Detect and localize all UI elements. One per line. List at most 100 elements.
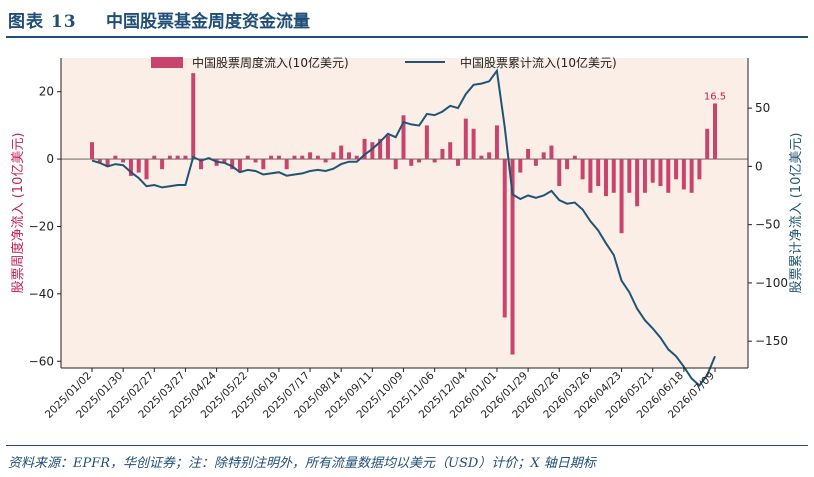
bar-weekly-52 (494, 125, 499, 160)
bar-weekly-11 (175, 155, 180, 160)
bar-weekly-1 (97, 159, 102, 163)
bar-weekly-22 (261, 159, 266, 170)
legend-bar-swatch (151, 57, 183, 68)
bar-weekly-50 (479, 155, 484, 160)
bar-weekly-4 (121, 159, 126, 163)
figure-number: 图表 13 (8, 12, 77, 32)
bar-weekly-73 (658, 159, 663, 187)
bar-weekly-66 (603, 159, 608, 197)
bar-weekly-27 (300, 155, 305, 160)
bar-weekly-47 (456, 159, 461, 166)
bar-weekly-79 (705, 128, 710, 160)
bar-weekly-76 (681, 159, 686, 190)
bar-weekly-51 (487, 152, 492, 160)
bar-weekly-80 (713, 103, 717, 160)
y-right-tick-3: −100 (755, 276, 788, 290)
source-note: 资料来源：EPFR，华创证券；注：除特别注明外，所有流量数据均以美元（USD）计… (8, 456, 596, 471)
bar-weekly-3 (113, 155, 118, 160)
bar-weekly-23 (269, 155, 274, 160)
bar-weekly-57 (533, 159, 538, 166)
bar-weekly-75 (674, 159, 679, 180)
bar-weekly-8 (152, 155, 157, 160)
bar-weekly-53 (502, 159, 507, 318)
legend-label-cumulative: 中国股票累计流入(10亿美元) (460, 55, 617, 70)
bar-weekly-10 (167, 155, 172, 160)
bar-weekly-25 (284, 159, 289, 170)
y-left-tick-1: 0 (46, 152, 54, 166)
bar-weekly-29 (315, 155, 320, 160)
data-label-last: 16.5 (704, 91, 726, 102)
bar-weekly-64 (588, 159, 593, 193)
bar-weekly-6 (136, 159, 141, 173)
bar-weekly-30 (323, 159, 328, 163)
bar-weekly-62 (572, 155, 577, 160)
bar-weekly-68 (619, 159, 624, 234)
bar-weekly-14 (199, 159, 204, 170)
bar-weekly-49 (471, 128, 476, 160)
bar-weekly-21 (253, 159, 258, 163)
bar-weekly-55 (518, 159, 523, 173)
bar-weekly-72 (650, 159, 655, 183)
y-left-tick-2: −20 (29, 219, 54, 233)
cumulative-line (91, 68, 716, 387)
bar-weekly-42 (417, 159, 422, 163)
bar-weekly-54 (510, 159, 515, 355)
bar-weekly-17 (222, 159, 227, 163)
bar-weekly-77 (689, 159, 694, 193)
bar-weekly-44 (432, 159, 437, 163)
plot-area (61, 58, 748, 368)
bar-weekly-45 (440, 148, 445, 160)
bar-weekly-20 (245, 155, 250, 160)
top-rule (6, 36, 808, 38)
bar-weekly-35 (362, 138, 367, 160)
y-axis-label-left: 股票周度净流入 (10亿美元) (10, 133, 26, 294)
bar-weekly-56 (526, 148, 531, 160)
legend: 中国股票周度流入(10亿美元) 中国股票累计流入(10亿美元) (151, 55, 617, 70)
bar-weekly-18 (230, 159, 235, 170)
bar-weekly-71 (642, 159, 647, 193)
bar-weekly-0 (90, 142, 94, 160)
bar-weekly-2 (105, 159, 110, 166)
bottom-rule (6, 445, 808, 446)
bar-weekly-69 (627, 159, 632, 193)
y-right-tick-0: 50 (755, 101, 770, 115)
bar-weekly-78 (697, 159, 702, 180)
bar-weekly-59 (549, 145, 554, 160)
y-right-tick-2: −50 (755, 218, 780, 232)
bar-weekly-39 (393, 159, 398, 170)
y-right-tick-1: 0 (755, 159, 763, 173)
figure-header: 图表 13 中国股票基金周度资金流量 (6, 3, 808, 33)
bar-weekly-41 (409, 159, 414, 166)
bar-weekly-31 (331, 152, 336, 160)
bar-weekly-65 (596, 159, 601, 187)
bar-weekly-26 (292, 155, 297, 160)
legend-label-weekly: 中国股票周度流入(10亿美元) (192, 55, 349, 70)
bar-weekly-33 (346, 152, 351, 160)
bar-weekly-60 (557, 159, 562, 187)
bar-weekly-9 (160, 159, 165, 170)
y-left-tick-0: 20 (39, 85, 54, 99)
fund-flow-chart: 200−20−40−60 500−50−100−150 2025/01/0220… (10, 55, 804, 421)
bar-weekly-34 (354, 155, 359, 160)
figure-title: 中国股票基金周度资金流量 (106, 12, 310, 32)
bar-weekly-7 (144, 159, 149, 180)
bar-weekly-63 (580, 159, 585, 180)
bar-weekly-61 (565, 159, 570, 170)
bar-weekly-48 (463, 118, 468, 160)
y-axis-label-right: 股票累计净流入 (10亿美元) (789, 133, 804, 294)
bar-weekly-43 (424, 125, 429, 160)
bar-weekly-19 (237, 159, 242, 173)
bar-weekly-67 (611, 159, 616, 193)
y-right-tick-4: −150 (755, 334, 788, 348)
bar-weekly-58 (541, 152, 546, 160)
bar-weekly-32 (339, 145, 344, 160)
bar-weekly-46 (448, 142, 453, 160)
bar-weekly-36 (370, 142, 375, 160)
bar-weekly-24 (276, 155, 281, 160)
bar-weekly-38 (385, 135, 390, 160)
bar-weekly-40 (401, 115, 406, 160)
y-left-tick-4: −60 (29, 354, 54, 368)
bar-weekly-74 (666, 159, 671, 193)
bar-weekly-5 (128, 159, 133, 176)
bar-weekly-70 (635, 159, 640, 207)
